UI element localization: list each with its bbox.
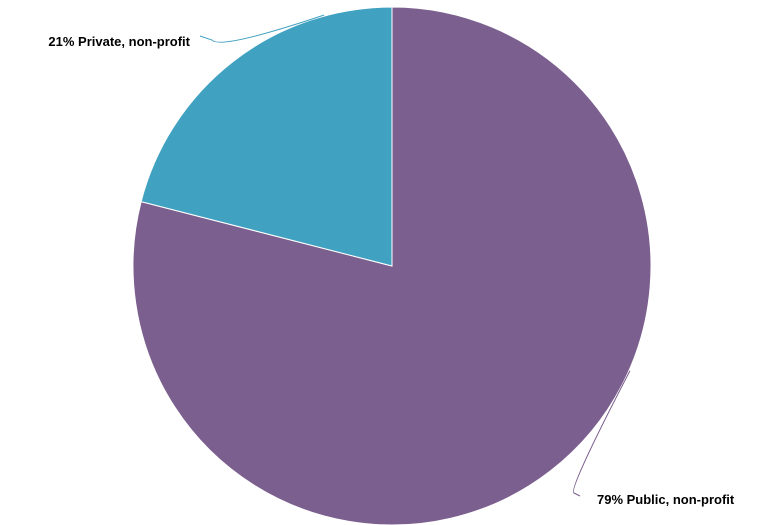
slice-label-private-non-profit: 21% Private, non-profit	[48, 34, 190, 49]
slice-label-public-non-profit: 79% Public, non-profit	[597, 492, 735, 507]
labels-layer: 79% Public, non-profit 21% Private, non-…	[48, 34, 734, 507]
leader-line-1	[199, 14, 325, 43]
leader-line-0	[572, 370, 631, 497]
slices-layer	[132, 6, 652, 525]
leader-lines-layer	[199, 14, 631, 497]
pie-slice-public-non-profit	[132, 6, 652, 525]
pie-slice-private-non-profit	[140, 6, 393, 267]
